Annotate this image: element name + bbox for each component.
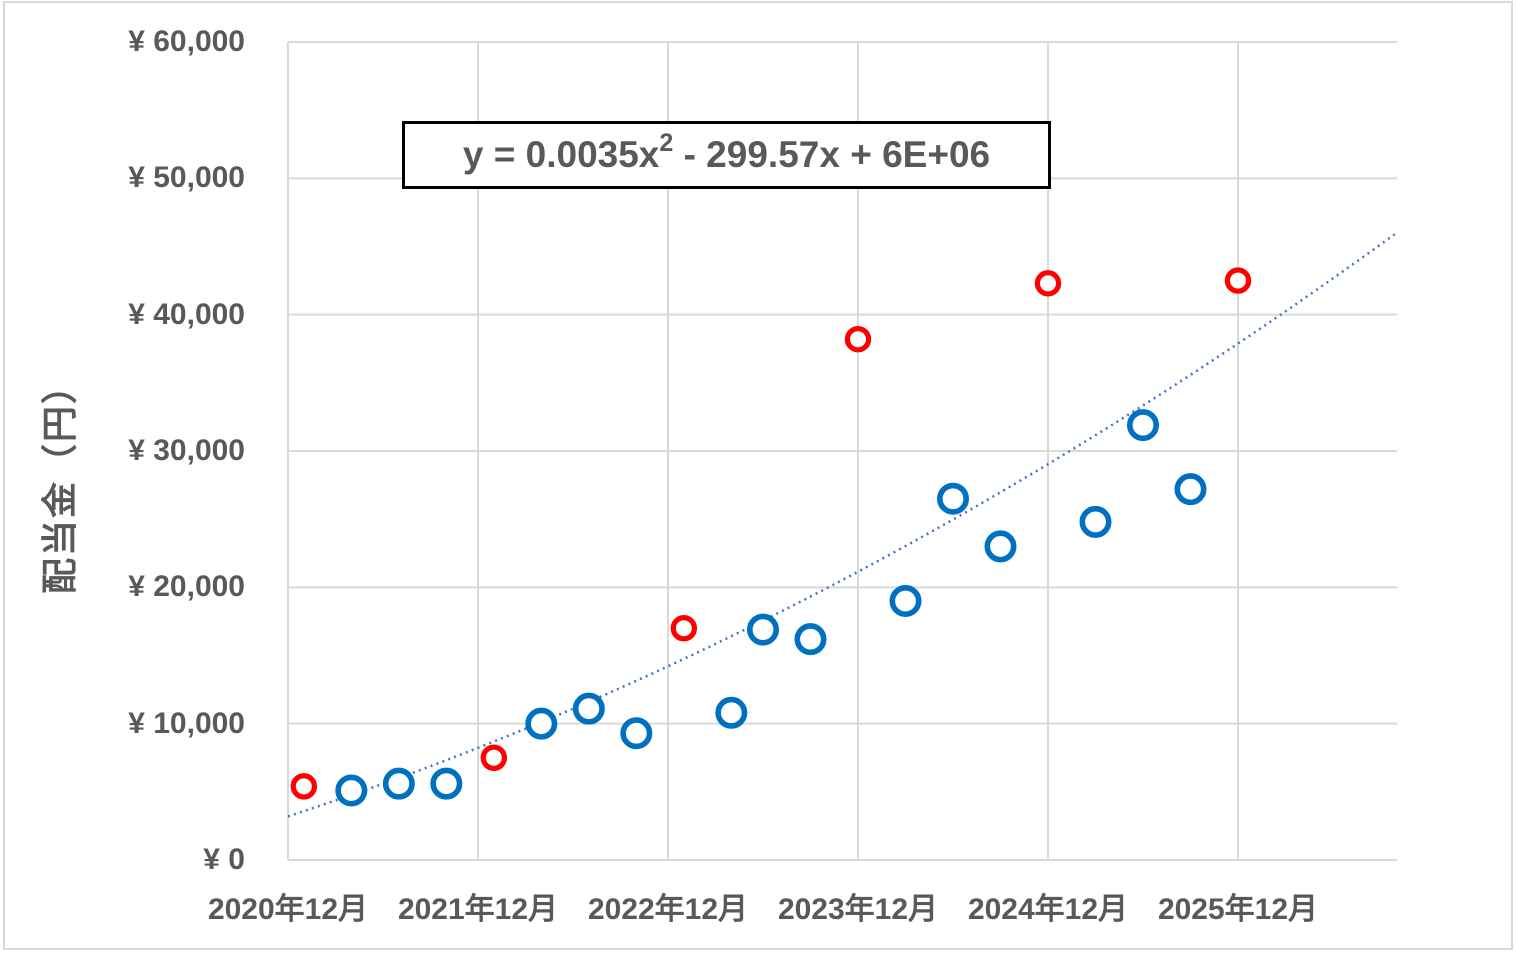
scatter-point-blue xyxy=(620,717,653,750)
x-axis-tick-label: 2024年12月 xyxy=(967,893,1129,926)
trendline-equation-box: y = 0.0035x 2 - 299.57x + 6E+06 xyxy=(402,121,1051,189)
x-axis-tick-label: 2025年12月 xyxy=(1157,893,1319,926)
scatter-point-blue xyxy=(1174,473,1207,506)
equation-suffix: - 299.57x + 6E+06 xyxy=(673,134,991,175)
y-axis-tick-label: ¥ 20,000 xyxy=(128,570,245,604)
scatter-point-red xyxy=(1224,267,1252,294)
scatter-point-blue xyxy=(335,774,368,807)
y-axis-tick-label: ¥ 30,000 xyxy=(128,434,245,467)
scatter-point-blue xyxy=(430,767,463,800)
scatter-point-red xyxy=(480,744,508,771)
trendline-path xyxy=(287,233,1396,818)
x-axis-tick-label: 2022年12月 xyxy=(587,893,749,926)
scatter-point-blue xyxy=(1079,505,1112,538)
scatter-point-blue xyxy=(746,613,779,646)
y-axis-tick-label: ¥ 10,000 xyxy=(128,706,245,740)
scatter-point-blue xyxy=(1127,409,1160,442)
scatter-point-red xyxy=(844,326,872,353)
scatter-point-blue xyxy=(936,482,969,515)
scatter-point-blue xyxy=(984,530,1017,563)
y-axis-tick-label: ¥ 60,000 xyxy=(128,25,245,58)
scatter-point-blue xyxy=(889,584,922,617)
y-axis-tick-label: ¥ 50,000 xyxy=(128,161,245,195)
x-axis-tick-label: 2023年12月 xyxy=(777,893,939,926)
equation-prefix: y = 0.0035x xyxy=(462,134,660,175)
scatter-point-blue xyxy=(525,707,558,740)
y-axis-tick-label: ¥ 0 xyxy=(203,843,245,876)
y-axis-tick-label: ¥ 40,000 xyxy=(128,297,245,331)
x-axis-tick-label: 2020年12月 xyxy=(207,893,369,926)
scatter-point-blue xyxy=(572,692,605,725)
scatter-point-blue xyxy=(794,623,827,656)
scatter-point-red xyxy=(290,773,318,800)
y-axis-title: 配当金（円） xyxy=(39,365,80,595)
scatter-point-red xyxy=(670,615,698,642)
scatter-point-blue xyxy=(382,767,415,800)
scatter-point-red xyxy=(1034,270,1062,297)
x-axis-tick-label: 2021年12月 xyxy=(397,893,559,926)
scatter-point-blue xyxy=(715,696,748,729)
equation-superscript: 2 xyxy=(659,128,674,157)
